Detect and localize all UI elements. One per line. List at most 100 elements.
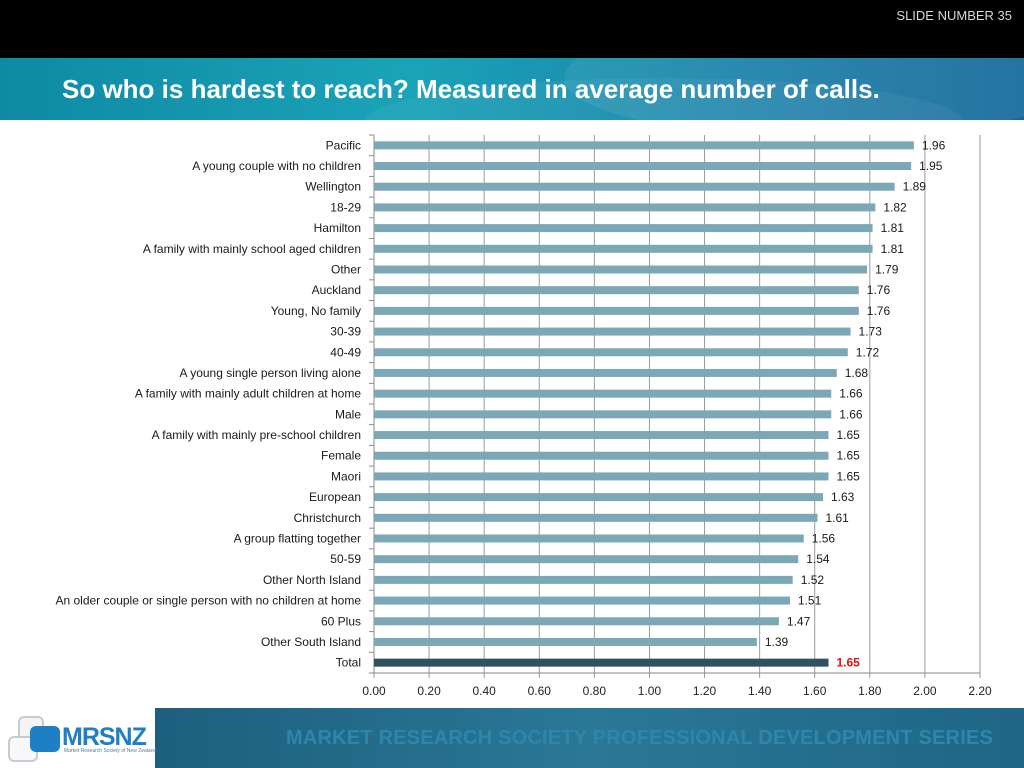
category-label: Christchurch [294, 511, 361, 525]
value-label: 1.89 [903, 180, 927, 194]
category-label: A young couple with no children [192, 159, 361, 173]
bar [374, 472, 829, 481]
bar [374, 493, 823, 502]
value-label: 1.54 [806, 552, 830, 566]
value-label: 1.61 [825, 511, 849, 525]
value-label: 1.96 [922, 138, 946, 152]
mrsnz-logo: MRSNZ Market Research Society of New Zea… [6, 712, 157, 766]
value-label: 1.73 [859, 325, 883, 339]
x-tick-label: 1.20 [693, 684, 717, 698]
category-label: A young single person living alone [180, 366, 362, 380]
top-bar [0, 0, 1024, 58]
value-label: 1.65 [837, 469, 861, 483]
category-label: 30-39 [330, 325, 361, 339]
category-label: Auckland [312, 283, 361, 297]
category-label: 50-59 [330, 552, 361, 566]
category-label: Female [321, 449, 361, 463]
x-tick-label: 2.20 [968, 684, 992, 698]
value-label: 1.76 [867, 304, 891, 318]
bar [374, 224, 873, 233]
category-label: Pacific [326, 138, 361, 152]
bar [374, 389, 832, 398]
x-tick-label: 1.80 [858, 684, 882, 698]
bar-chart: 0.00 0.20 0.40 0.60 0.80 1.00 1.20 1.40 1.60 1.80… [0, 125, 1024, 705]
bar [374, 327, 851, 336]
category-label: Other North Island [263, 573, 361, 587]
value-label: 1.95 [919, 159, 943, 173]
category-label: A family with mainly school aged childre… [143, 242, 361, 256]
footer-text: MARKET RESEARCH SOCIETY PROFESSIONAL DEV… [286, 727, 994, 749]
bar [374, 244, 873, 253]
x-tick-label: 0.40 [473, 684, 497, 698]
bar [374, 141, 914, 150]
bar [374, 555, 799, 564]
chart-svg: 0.00 0.20 0.40 0.60 0.80 1.00 1.20 1.40 1.60 1.80… [55, 134, 992, 698]
slide-number: SLIDE NUMBER 35 [896, 8, 1012, 23]
category-label: A group flatting together [234, 532, 361, 546]
bar [374, 431, 829, 440]
value-label: 1.47 [787, 614, 811, 628]
bar [374, 410, 832, 419]
value-label: 1.51 [798, 594, 822, 608]
category-label: A family with mainly pre-school children [152, 428, 361, 442]
title-band [0, 58, 1024, 120]
value-label: 1.82 [883, 200, 907, 214]
category-label: 60 Plus [321, 614, 361, 628]
slide-title: So who is hardest to reach? Measured in … [62, 74, 880, 104]
category-label: A family with mainly adult children at h… [135, 387, 361, 401]
bar [374, 182, 895, 191]
category-label: Wellington [305, 180, 361, 194]
category-label: Male [335, 407, 361, 421]
category-label: An older couple or single person with no… [55, 594, 361, 608]
bar [374, 596, 790, 605]
value-label: 1.81 [881, 242, 905, 256]
value-label: 1.81 [881, 221, 905, 235]
total-bar [374, 658, 829, 667]
value-label: 1.76 [867, 283, 891, 297]
x-tick-label: 1.60 [803, 684, 827, 698]
logo-tagline: Market Research Society of New Zealand [64, 748, 157, 754]
x-tick-label: 0.20 [417, 684, 441, 698]
category-label: 18-29 [330, 200, 361, 214]
bar [374, 575, 793, 584]
bar [374, 162, 912, 171]
bar [374, 348, 848, 357]
category-label: European [309, 490, 361, 504]
logo-square [30, 726, 60, 752]
bar [374, 265, 868, 274]
footer-band [155, 708, 1024, 768]
category-label: Total [336, 656, 361, 670]
bar [374, 451, 829, 460]
value-label: 1.68 [845, 366, 869, 380]
value-label: 1.63 [831, 490, 855, 504]
value-label: 1.65 [837, 428, 861, 442]
bar [374, 513, 818, 522]
value-label: 1.39 [765, 635, 789, 649]
bar [374, 637, 757, 646]
value-label: 1.52 [801, 573, 825, 587]
category-label: Young, No family [271, 304, 361, 318]
value-label: 1.72 [856, 345, 880, 359]
x-tick-label: 0.00 [362, 684, 386, 698]
value-label: 1.65 [837, 449, 861, 463]
category-label: Maori [331, 469, 361, 483]
bar [374, 306, 859, 315]
bar [374, 368, 837, 377]
category-label: Other [331, 263, 361, 277]
logo-wordmark: MRSNZ [62, 723, 147, 751]
decorative-swoosh [564, 58, 1024, 120]
category-label: 40-49 [330, 345, 361, 359]
x-tick-label: 0.60 [528, 684, 552, 698]
bar [374, 203, 876, 212]
category-label: Hamilton [314, 221, 361, 235]
value-label: 1.66 [839, 387, 863, 401]
value-label: 1.56 [812, 532, 836, 546]
x-tick-label: 1.00 [638, 684, 662, 698]
bar [374, 534, 804, 543]
value-label: 1.66 [839, 407, 863, 421]
x-tick-label: 2.00 [913, 684, 937, 698]
x-tick-label: 0.80 [583, 684, 607, 698]
x-tick-label: 1.40 [748, 684, 772, 698]
bar [374, 286, 859, 295]
bar [374, 617, 779, 626]
